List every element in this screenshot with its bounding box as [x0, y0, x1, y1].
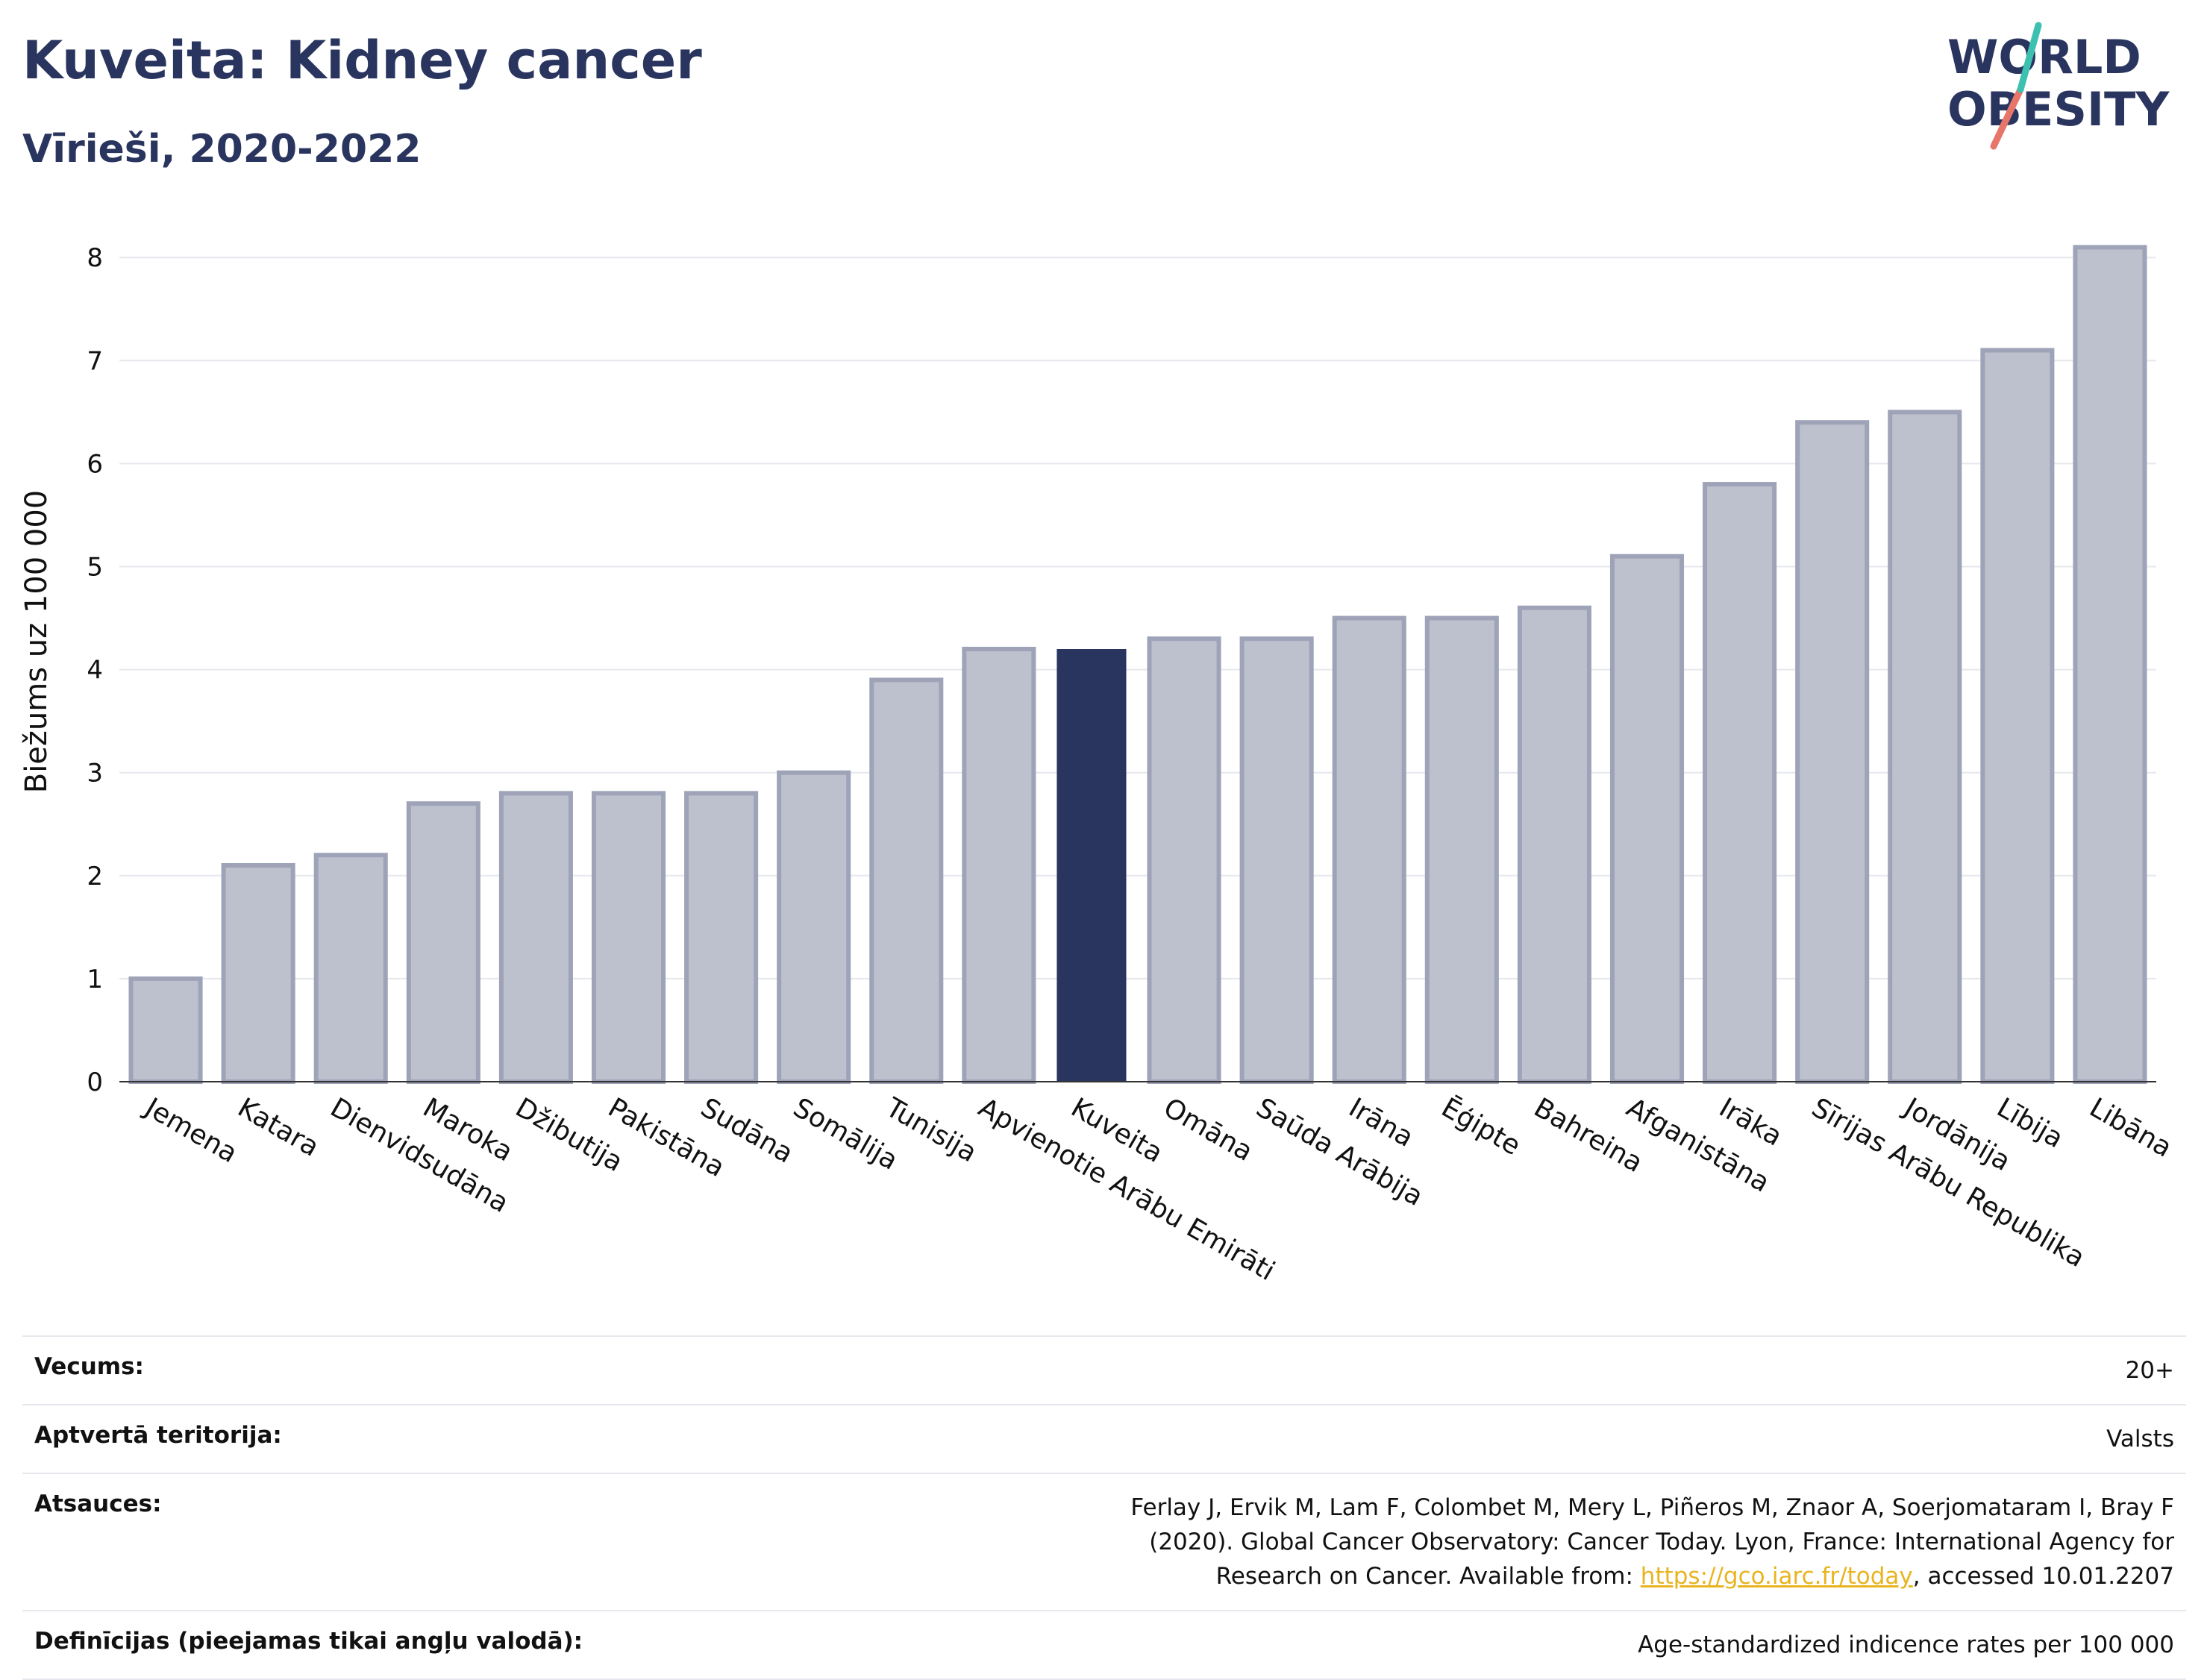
- y-tick-label: 0: [87, 1068, 103, 1097]
- x-tick-label: Somālija: [788, 1092, 903, 1176]
- bar-sudāna: [684, 791, 759, 1085]
- bar-maroka: [406, 801, 480, 1084]
- bar-irāka: [1703, 482, 1777, 1084]
- page-subtitle: Vīrieši, 2020-2022: [22, 127, 422, 172]
- bar-katara: [221, 863, 295, 1084]
- x-tick-label: Libāna: [2084, 1092, 2176, 1163]
- references-value: Ferlay J, Ervik M, Lam F, Colombet M, Me…: [595, 1473, 2186, 1611]
- info-table: Vecums: 20+ Aptvertā teritorija: Valsts …: [22, 1335, 2186, 1680]
- page-title: Kuveita: Kidney cancer: [22, 30, 702, 91]
- info-row-definitions: Definīcijas (pieejamas tikai angļu valod…: [22, 1610, 2186, 1680]
- bar-bahreina: [1517, 605, 1591, 1084]
- bar-pakistāna: [591, 791, 666, 1085]
- definitions-value: Age-standardized indicence rates per 100…: [595, 1610, 2186, 1680]
- age-value: 20+: [595, 1335, 2186, 1405]
- bar-jordānija: [1888, 410, 1962, 1084]
- x-tick-label: Ēģipte: [1436, 1092, 1526, 1162]
- info-row-age: Vecums: 20+: [22, 1335, 2186, 1405]
- info-row-territory: Aptvertā teritorija: Valsts: [22, 1404, 2186, 1474]
- x-tick-label: Omāna: [1159, 1092, 1258, 1167]
- bars: [128, 245, 2147, 1085]
- bar-jemena: [128, 976, 203, 1085]
- bar-lībija: [1980, 348, 2055, 1084]
- references-label: Atsauces:: [22, 1473, 595, 1611]
- definitions-label: Definīcijas (pieejamas tikai angļu valod…: [22, 1610, 595, 1680]
- territory-value: Valsts: [595, 1404, 2186, 1474]
- x-tick-label: Katara: [233, 1092, 325, 1163]
- info-row-references: Atsauces: Ferlay J, Ervik M, Lam F, Colo…: [22, 1473, 2186, 1611]
- bar-džibutija: [498, 791, 573, 1085]
- references-accessed: , accessed 10.01.2207: [1912, 1563, 2174, 1590]
- y-tick-label: 2: [87, 862, 103, 891]
- references-text: Ferlay J, Ervik M, Lam F, Colombet M, Me…: [1130, 1494, 2174, 1590]
- bar-afganistāna: [1609, 554, 1685, 1084]
- logo-line2: OBESITY: [1947, 82, 2170, 137]
- bar-somālija: [777, 770, 851, 1084]
- territory-label: Aptvertā teritorija:: [22, 1404, 595, 1474]
- bar-apvienotie-arābu-emirāti: [962, 647, 1036, 1084]
- y-tick-label: 5: [87, 553, 103, 583]
- bar-tunisija: [869, 677, 944, 1084]
- logo-line1: WORLD: [1947, 30, 2141, 84]
- bar-libāna: [2073, 245, 2147, 1084]
- bar-sīrijas-arābu-republika: [1795, 420, 1870, 1084]
- bar-omāna: [1147, 636, 1221, 1084]
- y-tick-label: 3: [87, 759, 103, 789]
- y-tick-label: 1: [87, 965, 103, 994]
- bar-saūda-arābija: [1239, 636, 1314, 1084]
- x-tick-label: Jemena: [139, 1091, 242, 1169]
- bar-kuveita: [1056, 649, 1127, 1082]
- y-axis-ticks: 0 1 2 3 4 5 6 7 8: [87, 243, 103, 1097]
- world-obesity-logo: WORLD OBESITY: [1947, 22, 2170, 150]
- y-axis-title: Biežums uz 100 000: [19, 490, 54, 794]
- y-tick-label: 6: [87, 449, 103, 479]
- bar-ēģipte: [1424, 615, 1499, 1084]
- y-tick-label: 8: [87, 243, 103, 273]
- references-link[interactable]: https://gco.iarc.fr/today: [1640, 1563, 1913, 1590]
- bar-irāna: [1332, 615, 1406, 1084]
- bar-dienvidsudāna: [313, 853, 388, 1084]
- y-tick-label: 4: [87, 656, 103, 686]
- age-label: Vecums:: [22, 1335, 595, 1405]
- y-tick-label: 7: [87, 346, 103, 376]
